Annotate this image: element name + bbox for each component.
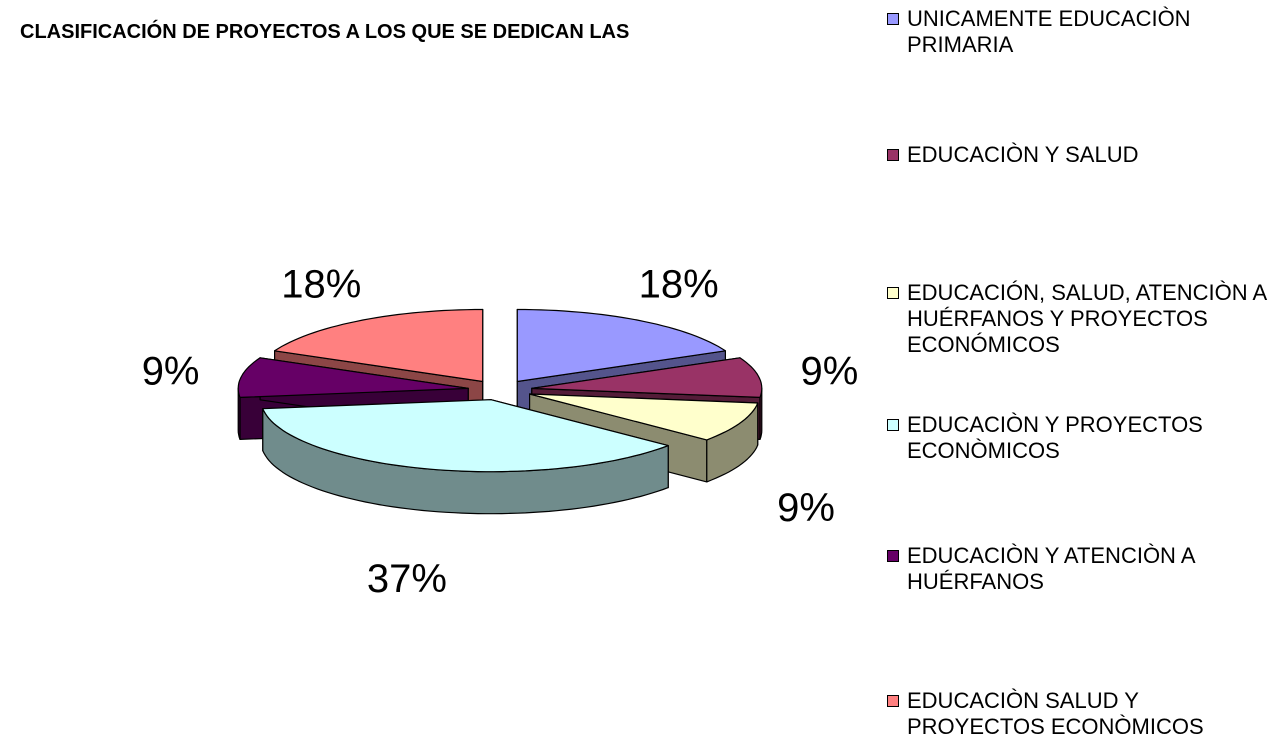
data-label: 18%: [281, 263, 361, 307]
legend-label: EDUCACIÒN Y PROYECTOS ECONÒMICOS: [907, 412, 1203, 463]
slice-top: [262, 399, 669, 473]
legend-swatch: [887, 550, 899, 562]
pie-area: CLASIFICACIÓN DE PROYECTOS A LOS QUE SE …: [20, 19, 858, 601]
slice-top: [529, 393, 759, 441]
data-label: 18%: [639, 263, 719, 307]
slice-top: [516, 308, 726, 383]
data-label: 9%: [142, 349, 200, 393]
data-label: 9%: [777, 486, 835, 530]
legend-entry: UNICAMENTE EDUCACIÒN PRIMARIA: [885, 6, 1275, 58]
legend-swatch: [887, 13, 899, 25]
legend-swatch: [887, 149, 899, 161]
legend-label: EDUCACIÓN, SALUD, ATENCIÒN A HUÉRFANOS Y…: [907, 280, 1267, 357]
legend-label: EDUCACIÒN SALUD Y PROYECTOS ECONÒMICOS: [907, 688, 1204, 739]
data-label: 37%: [367, 557, 447, 601]
data-label: 9%: [800, 349, 858, 393]
legend-label: EDUCACIÒN Y ATENCIÒN A HUÉRFANOS: [907, 543, 1195, 594]
chart-title: CLASIFICACIÓN DE PROYECTOS A LOS QUE SE …: [20, 19, 629, 43]
slice-top: [531, 357, 763, 398]
legend-label: EDUCACIÒN Y SALUD: [907, 142, 1139, 167]
legend-swatch: [887, 695, 899, 707]
pie-slice: [262, 399, 669, 515]
legend-entry: EDUCACIÒN SALUD Y PROYECTOS ECONÒMICOS: [885, 688, 1275, 740]
legend-swatch: [887, 287, 899, 299]
legend-swatch: [887, 419, 899, 431]
legend-entry: EDUCACIÒN Y SALUD: [885, 142, 1275, 168]
slice-top: [237, 357, 469, 398]
legend-label: UNICAMENTE EDUCACIÒN PRIMARIA: [907, 6, 1191, 57]
legend-entry: EDUCACIÒN Y ATENCIÒN A HUÉRFANOS: [885, 543, 1275, 595]
legend-entry: EDUCACIÓN, SALUD, ATENCIÒN A HUÉRFANOS Y…: [885, 280, 1275, 358]
legend-entry: EDUCACIÒN Y PROYECTOS ECONÒMICOS: [885, 412, 1275, 464]
slice-top: [274, 308, 484, 383]
